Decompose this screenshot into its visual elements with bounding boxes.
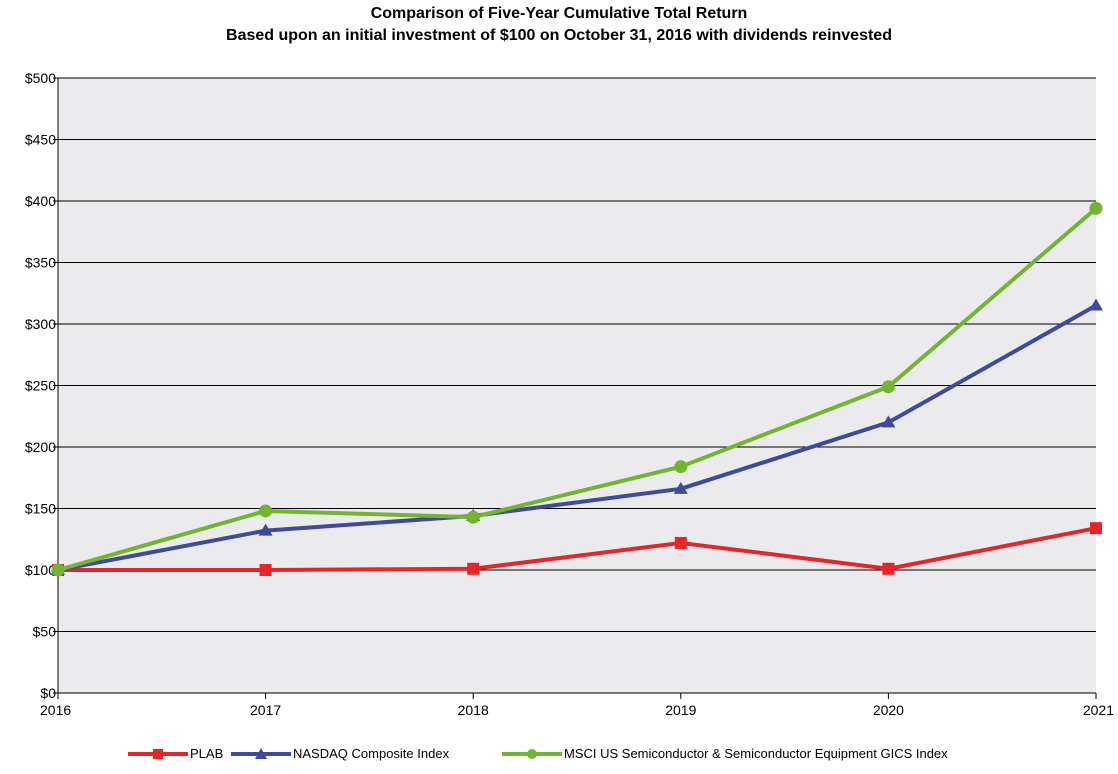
triangle-icon <box>255 747 267 759</box>
legend-item-plab: PLAB <box>128 746 223 761</box>
y-tick-label: $50 <box>33 624 57 640</box>
data-point <box>467 562 480 575</box>
series-layer <box>51 201 1103 577</box>
legend-label-msci: MSCI US Semiconductor & Semiconductor Eq… <box>564 746 948 761</box>
y-tick-label: $0 <box>40 685 56 701</box>
y-tick-label: $100 <box>25 562 56 578</box>
legend-label-plab: PLAB <box>190 746 224 761</box>
series-line <box>57 303 1097 572</box>
y-tick-label: $400 <box>25 193 56 209</box>
x-tick-label: 2016 <box>40 702 71 718</box>
data-point <box>51 563 65 577</box>
data-point <box>673 481 688 494</box>
x-tick-label: 2021 <box>1083 702 1114 718</box>
y-tick-label: $500 <box>25 70 56 86</box>
y-tick-label: $200 <box>25 439 56 455</box>
legend-item-msci: MSCI US Semiconductor & Semiconductor Eq… <box>502 746 948 761</box>
x-axis-ticks: 2016 2017 2018 2019 2020 2021 <box>40 693 1114 718</box>
data-point <box>881 380 895 394</box>
y-tick-label: $300 <box>25 316 56 332</box>
legend-swatch-nasdaq <box>231 747 291 761</box>
data-point <box>1089 298 1103 311</box>
y-axis-ticks: $0 $50 $100 $150 $200 $250 $300 $350 $400 $450 $50… <box>25 70 58 701</box>
x-tick-label: 2019 <box>665 702 696 718</box>
series-2 <box>51 201 1103 577</box>
data-point <box>1089 201 1103 215</box>
chart-title: Comparison of Five-Year Cumulative Total… <box>370 5 748 22</box>
chart-subtitle: Based upon an initial investment of $100… <box>226 27 892 44</box>
series-line <box>58 526 1097 572</box>
y-tick-label: $450 <box>25 132 56 148</box>
data-point <box>881 415 896 428</box>
data-point <box>259 504 273 518</box>
data-point <box>674 536 687 549</box>
legend-item-nasdaq: NASDAQ Composite Index <box>231 746 449 761</box>
x-tick-label: 2017 <box>250 702 281 718</box>
legend-swatch-plab <box>128 747 188 761</box>
legend: PLAB NASDAQ Composite Index MSCI US Semi… <box>0 746 1118 766</box>
data-point <box>674 460 688 474</box>
grid-lines <box>58 77 1096 632</box>
data-point <box>259 564 272 576</box>
y-tick-label: $350 <box>25 255 56 271</box>
x-tick-label: 2020 <box>873 702 904 718</box>
data-point <box>258 523 273 536</box>
data-point <box>466 510 480 524</box>
series-line <box>57 206 1098 572</box>
x-tick-label: 2018 <box>458 702 489 718</box>
legend-swatch-msci <box>502 747 562 761</box>
y-tick-label: $250 <box>25 378 56 394</box>
data-point <box>1090 522 1102 535</box>
data-point <box>882 562 895 575</box>
y-tick-label: $150 <box>25 501 56 517</box>
legend-label-nasdaq: NASDAQ Composite Index <box>293 746 450 761</box>
